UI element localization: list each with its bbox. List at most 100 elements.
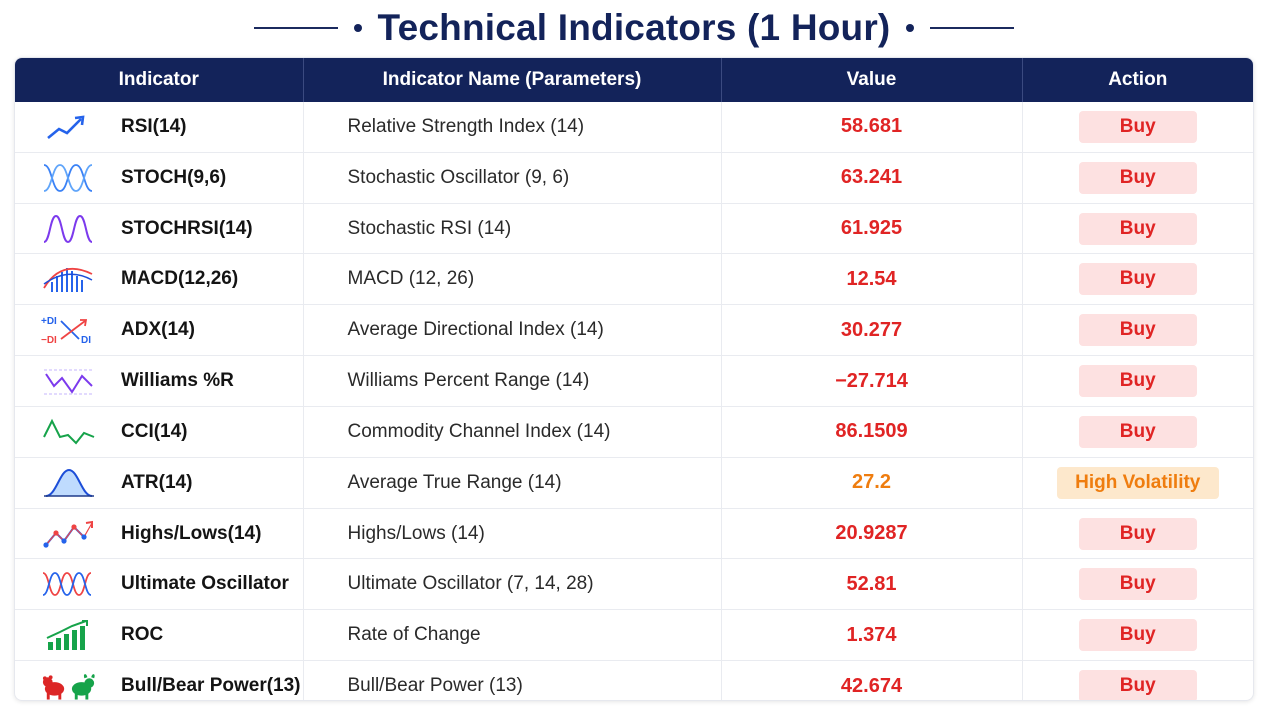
high-volatility-badge[interactable]: High Volatility [1056,466,1219,499]
svg-text:+DI: +DI [41,316,57,327]
indicator-label: STOCH(9,6) [121,166,227,188]
title-right-dot [906,24,915,32]
indicator-cell-content: MACD(12,26) [15,254,303,304]
indicator-value: 27.2 [721,457,1023,509]
indicator-name: Williams Percent Range (14) [303,355,722,407]
bull-bear-icon [41,669,97,700]
indicator-cell: ATR(14) [15,457,304,509]
indicator-cell-content: ATR(14) [15,458,303,508]
indicator-cell-content: Bull/Bear Power(13) [15,661,303,700]
action-cell: Buy [1022,152,1253,204]
buy-badge[interactable]: Buy [1078,161,1197,194]
indicator-value: 12.54 [721,253,1023,306]
table-row: ATR(14) Average True Range (14) 27.2 High V… [15,457,1253,509]
indicator-value: 86.1509 [721,406,1023,458]
indicator-cell: +DI −DI DI ADX(14) [15,304,304,357]
indicator-cell: Williams %R [15,355,304,407]
indicator-name: Commodity Channel Index (14) [303,406,722,458]
buy-badge[interactable]: Buy [1078,415,1197,448]
column-header-name: Indicator Name (Parameters) [303,58,722,102]
action-cell: Buy [1022,253,1253,306]
adx-di-icon: +DI −DI DI [41,313,97,347]
svg-text:−DI: −DI [41,335,57,346]
indicator-value: 20.9287 [721,508,1023,560]
buy-badge[interactable]: Buy [1078,263,1197,296]
title-bar: Technical Indicators (1 Hour) [0,0,1268,56]
indicator-label: CCI(14) [121,420,188,442]
page-title: Technical Indicators (1 Hour) [377,7,891,48]
indicator-name: Relative Strength Index (14) [303,102,722,153]
indicator-cell-content: Williams %R [15,356,303,406]
column-header-value: Value [721,58,1023,102]
action-cell: Buy [1022,304,1253,357]
title-right-rule [930,27,1015,29]
table-row: ROC Rate of Change 1.374 Buy [15,609,1253,662]
table-row: CCI(14) Commodity Channel Index (14) 86.15… [15,406,1253,458]
buy-badge[interactable]: Buy [1078,212,1197,245]
indicator-label: MACD(12,26) [121,268,239,290]
indicator-cell-content: Highs/Lows(14) [15,509,303,559]
title-left-rule [253,27,338,29]
action-cell: Buy [1022,661,1253,700]
action-cell: Buy [1022,609,1253,662]
buy-badge[interactable]: Buy [1078,365,1197,398]
column-header-indicator: Indicator [15,58,304,102]
action-cell: Buy [1022,203,1253,255]
indicator-cell-content: STOCHRSI(14) [15,204,303,254]
indicator-name: Stochastic RSI (14) [303,203,722,255]
indicator-label: Ultimate Oscillator [121,573,289,595]
indicator-label: ADX(14) [121,319,195,341]
indicator-name: Bull/Bear Power (13) [303,660,722,700]
indicator-label: Williams %R [121,370,234,392]
indicator-value: 30.277 [721,304,1023,357]
buy-badge[interactable]: Buy [1078,110,1197,143]
indicator-label: ROC [121,624,164,646]
indicator-cell-content: CCI(14) [15,407,303,457]
indicator-cell: ROC [15,609,304,662]
indicator-label: Highs/Lows(14) [121,522,262,544]
indicator-cell: RSI(14) [15,102,304,153]
svg-text:DI: DI [81,335,91,346]
atr-bell-curve-icon [41,466,97,500]
table-row: MACD(12,26) MACD (12, 26) 12.54 Buy [15,253,1253,306]
roc-bars-icon [41,618,97,652]
action-cell: Buy [1022,508,1253,560]
indicator-label: RSI(14) [121,115,187,137]
buy-badge[interactable]: Buy [1078,314,1197,347]
ultimate-oscillator-icon [41,567,97,601]
table-row: STOCHRSI(14) Stochastic RSI (14) 61.925 Buy [15,203,1253,255]
indicator-value: 52.81 [721,558,1023,611]
table-row: +DI −DI DI ADX(14) Average Directional Index… [15,304,1253,357]
indicator-value: 42.674 [721,660,1023,700]
indicator-name: Stochastic Oscillator (9, 6) [303,152,722,204]
indicator-name: Ultimate Oscillator (7, 14, 28) [303,558,722,611]
table-row: Williams %R Williams Percent Range (14) −2… [15,355,1253,407]
action-cell: Buy [1022,102,1253,153]
action-cell: Buy [1022,406,1253,458]
buy-badge[interactable]: Buy [1078,670,1197,700]
indicator-value: −27.714 [721,355,1023,407]
indicator-cell-content: +DI −DI DI ADX(14) [15,305,303,355]
indicator-value: 1.374 [721,609,1023,662]
table-body: RSI(14) Relative Strength Index (14) 58.68… [15,102,1253,700]
buy-badge[interactable]: Buy [1078,517,1197,550]
macd-histogram-icon [41,262,97,296]
indicator-cell-content: Ultimate Oscillator [15,559,303,609]
indicator-cell: STOCH(9,6) [15,152,304,204]
action-cell: Buy [1022,355,1253,407]
indicator-label: STOCHRSI(14) [121,217,253,239]
indicator-cell: STOCHRSI(14) [15,203,304,255]
indicator-name: Average True Range (14) [303,457,722,509]
indicator-label: ATR(14) [121,471,193,493]
table-row: RSI(14) Relative Strength Index (14) 58.68… [15,102,1253,153]
indicators-table: Indicator Indicator Name (Parameters) Va… [15,58,1253,700]
buy-badge[interactable]: Buy [1078,568,1197,601]
buy-badge[interactable]: Buy [1078,619,1197,652]
indicator-value: 61.925 [721,203,1023,255]
indicator-name: Highs/Lows (14) [303,508,722,560]
indicator-cell: CCI(14) [15,406,304,458]
indicator-cell: MACD(12,26) [15,253,304,306]
indicator-cell: Bull/Bear Power(13) [15,660,304,700]
table-row: Ultimate Oscillator Ultimate Oscillator (… [15,558,1253,611]
indicator-cell-content: ROC [15,610,303,660]
